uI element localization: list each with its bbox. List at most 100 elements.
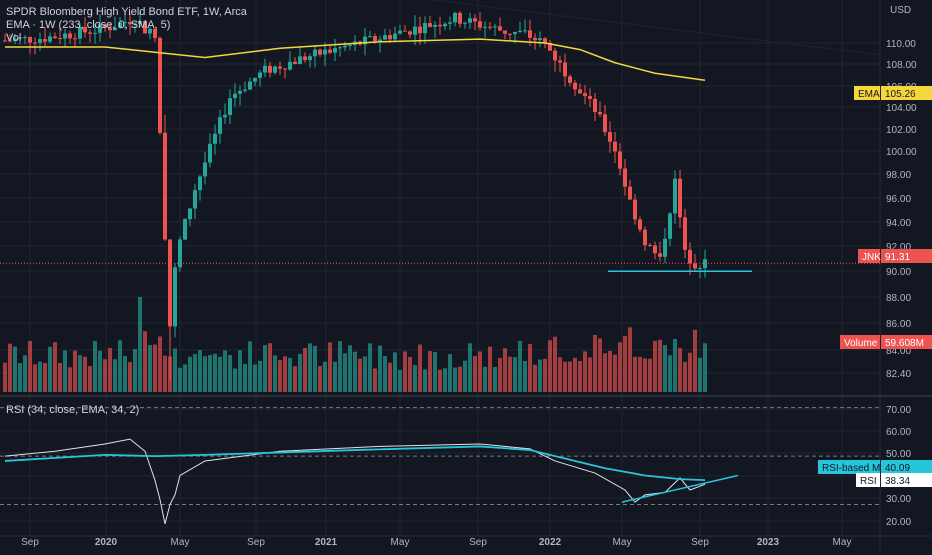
volume-bar xyxy=(493,366,497,392)
rsi-tag: RSI 38.34 xyxy=(856,473,932,487)
candle-body xyxy=(443,23,447,27)
volume-bar xyxy=(463,360,467,392)
candle-body xyxy=(653,245,657,254)
price-tick-label: 96.00 xyxy=(886,194,911,205)
candle-body xyxy=(93,32,97,34)
candle-body xyxy=(58,38,62,40)
rsi-tick-label: 30.00 xyxy=(886,494,911,505)
volume-bar xyxy=(648,358,652,392)
candle-body xyxy=(453,12,457,23)
time-tick-label: Sep xyxy=(247,537,265,548)
candle-body xyxy=(668,213,672,239)
rsi-legend: RSI (34, close, EMA, 34, 2) xyxy=(6,404,140,416)
candle-body xyxy=(603,114,607,133)
volume-bar xyxy=(558,357,562,392)
ema-tag-label-box xyxy=(854,86,880,100)
volume-bar xyxy=(18,362,22,392)
candle-body xyxy=(193,190,197,209)
candle-body xyxy=(378,39,382,41)
volume-legend: Vol xyxy=(6,32,22,44)
volume-bar xyxy=(483,366,487,392)
volume-bar xyxy=(583,351,587,392)
price-axis: USD110.00108.00106.00104.00102.00100.009… xyxy=(886,5,917,380)
volume-bar xyxy=(113,359,117,392)
candle-body xyxy=(48,36,52,42)
volume-bar xyxy=(443,368,447,392)
volume-bar xyxy=(333,361,337,392)
candle-body xyxy=(598,112,602,115)
volume-bar xyxy=(698,357,702,392)
volume-bar xyxy=(288,357,292,392)
candle-body xyxy=(23,37,27,39)
volume-bar xyxy=(13,346,17,392)
candle-body xyxy=(203,162,207,177)
price-tick-label: 90.00 xyxy=(886,267,911,278)
volume-tag-value: 59.608M xyxy=(885,338,924,349)
volume-bar xyxy=(78,355,82,392)
rsi-tick-label: 70.00 xyxy=(886,405,911,416)
volume-bar xyxy=(343,353,347,392)
volume-bar xyxy=(688,352,692,392)
volume-bar xyxy=(568,361,572,392)
candle-body xyxy=(503,30,507,34)
candle-body xyxy=(408,31,412,35)
candle-body xyxy=(348,44,352,46)
candle-body xyxy=(213,133,217,144)
volume-bar xyxy=(253,364,257,392)
rsi-tag-value-box xyxy=(881,473,932,487)
volume-bar xyxy=(588,357,592,392)
candle-body xyxy=(368,36,372,38)
candle-body xyxy=(263,65,267,73)
volume-bar xyxy=(93,340,97,392)
price-candles xyxy=(3,10,707,382)
candle-body xyxy=(513,31,517,35)
volume-bar xyxy=(178,367,182,392)
candle-body xyxy=(218,117,222,134)
volume-bar xyxy=(298,353,302,392)
candle-body xyxy=(343,45,347,48)
candle-body xyxy=(118,22,122,28)
volume-bar xyxy=(203,356,207,392)
volume-bar xyxy=(73,350,77,392)
candle-body xyxy=(128,22,132,25)
volume-bar xyxy=(478,351,482,392)
price-tick-label: 104.00 xyxy=(886,103,917,114)
candle-body xyxy=(293,61,297,65)
volume-bar xyxy=(513,357,517,392)
price-tick-label: 94.00 xyxy=(886,218,911,229)
candle-body xyxy=(308,56,312,61)
candle-body xyxy=(78,27,82,39)
candle-body xyxy=(208,143,212,163)
candle-body xyxy=(463,22,467,24)
candle-body xyxy=(398,30,402,34)
volume-bar xyxy=(198,350,202,392)
rsi-tag-label-box xyxy=(856,473,880,487)
volume-bar xyxy=(123,355,127,392)
last-price-tag: JNK 91.31 xyxy=(858,249,932,263)
volume-bar xyxy=(428,351,432,392)
candle-body xyxy=(18,37,22,39)
candle-body xyxy=(318,49,322,55)
volume-bar xyxy=(53,342,57,392)
rsi-tick-label: 60.00 xyxy=(886,427,911,438)
time-tick-label: May xyxy=(833,537,852,548)
volume-bar xyxy=(543,358,547,392)
volume-bar xyxy=(533,364,537,392)
rsi-tick-label: 20.00 xyxy=(886,517,911,528)
candle-body xyxy=(168,239,172,327)
volume-bar xyxy=(678,348,682,392)
candle-body xyxy=(403,30,407,32)
volume-bar xyxy=(238,350,242,392)
candle-body xyxy=(283,68,287,70)
price-tick-label: 102.00 xyxy=(886,125,917,136)
volume-bar xyxy=(263,345,267,392)
volume-bar xyxy=(353,351,357,392)
candle-body xyxy=(458,12,462,24)
volume-bar xyxy=(368,343,372,392)
candle-body xyxy=(523,30,527,32)
volume-bar xyxy=(8,343,12,392)
volume-bar xyxy=(318,365,322,392)
